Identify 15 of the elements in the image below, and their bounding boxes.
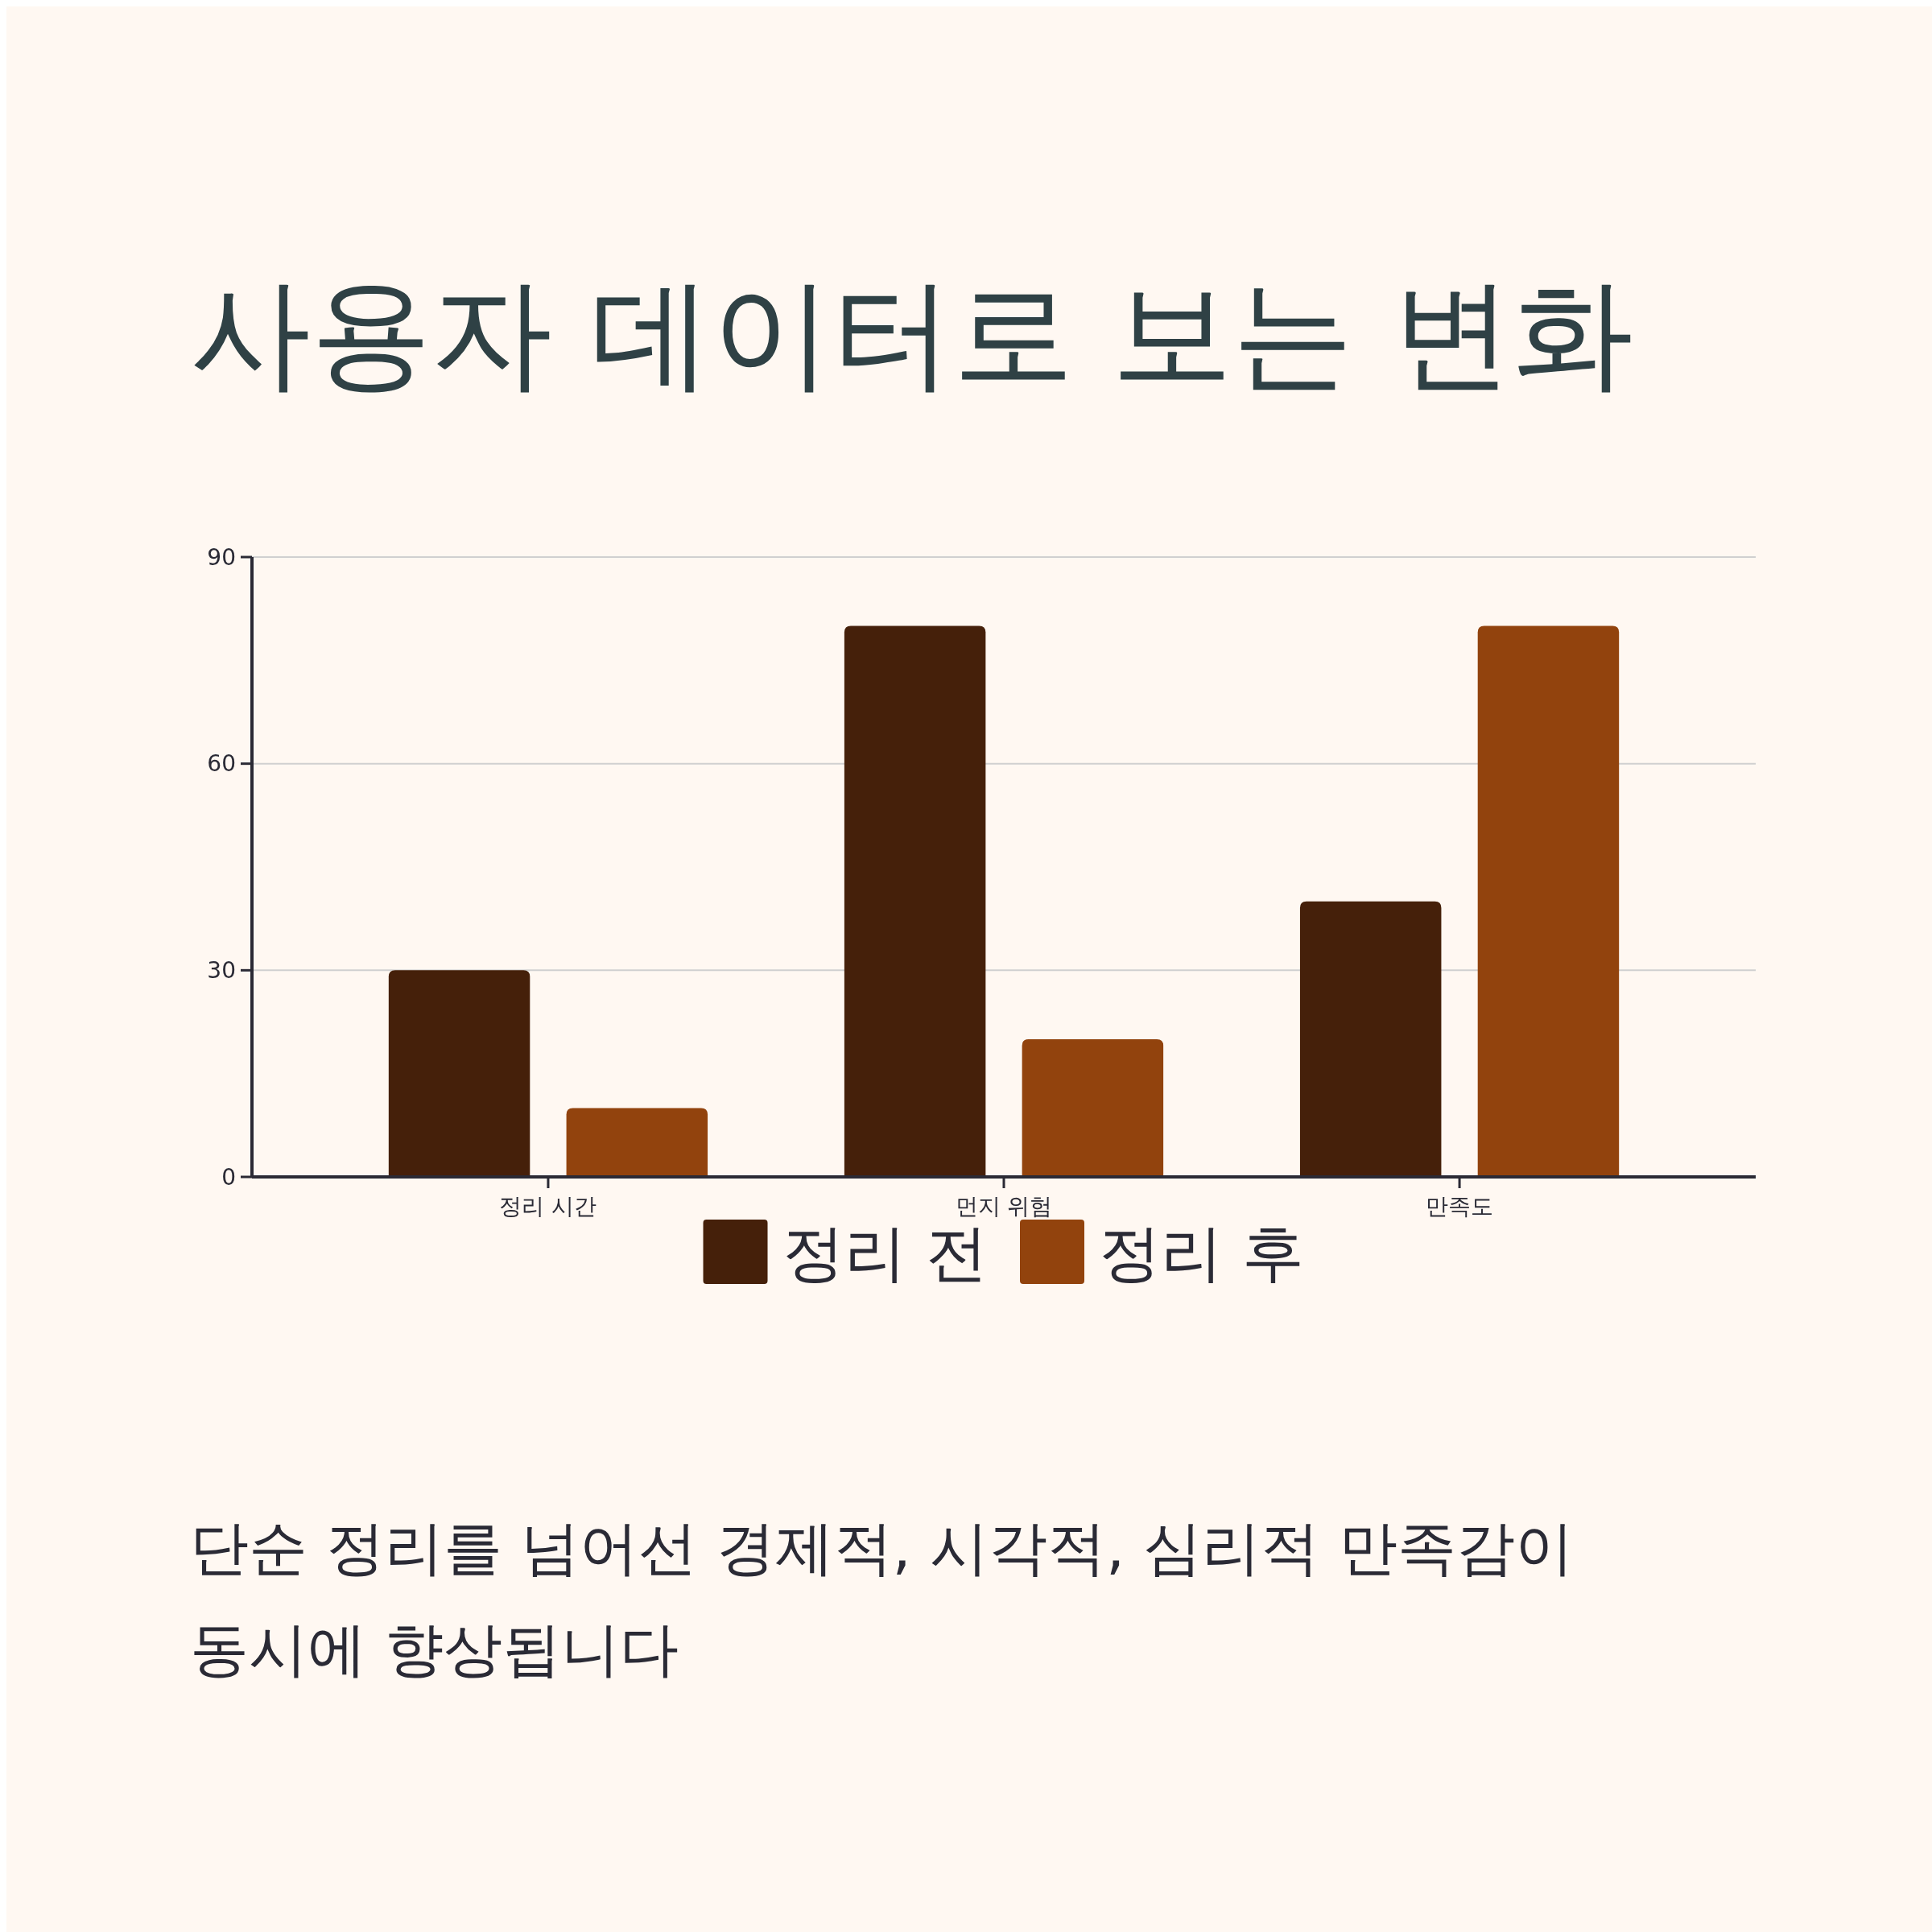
y-tick-label: 30 [207, 957, 236, 985]
bar [1477, 625, 1620, 1177]
y-tick-label: 90 [207, 543, 236, 571]
chart-title: 사용자 데이터로 보는 변화 [190, 263, 1634, 403]
y-tick-label: 0 [221, 1163, 236, 1191]
bar [1299, 901, 1442, 1177]
legend-label: 정리 후 [1099, 1216, 1305, 1289]
bar [566, 1108, 708, 1177]
y-tick-label: 60 [207, 750, 236, 778]
bar [388, 970, 530, 1177]
x-tick-label: 만족도 [1426, 1193, 1494, 1220]
x-tick-label: 정리 시간 [499, 1193, 597, 1220]
text: 단순 정리를 넘어선 경제적, 시각적, 심리적 만족감이 동시에 향상됩니다 [190, 1513, 1574, 1683]
bar [1022, 1038, 1164, 1177]
bar [844, 625, 986, 1177]
